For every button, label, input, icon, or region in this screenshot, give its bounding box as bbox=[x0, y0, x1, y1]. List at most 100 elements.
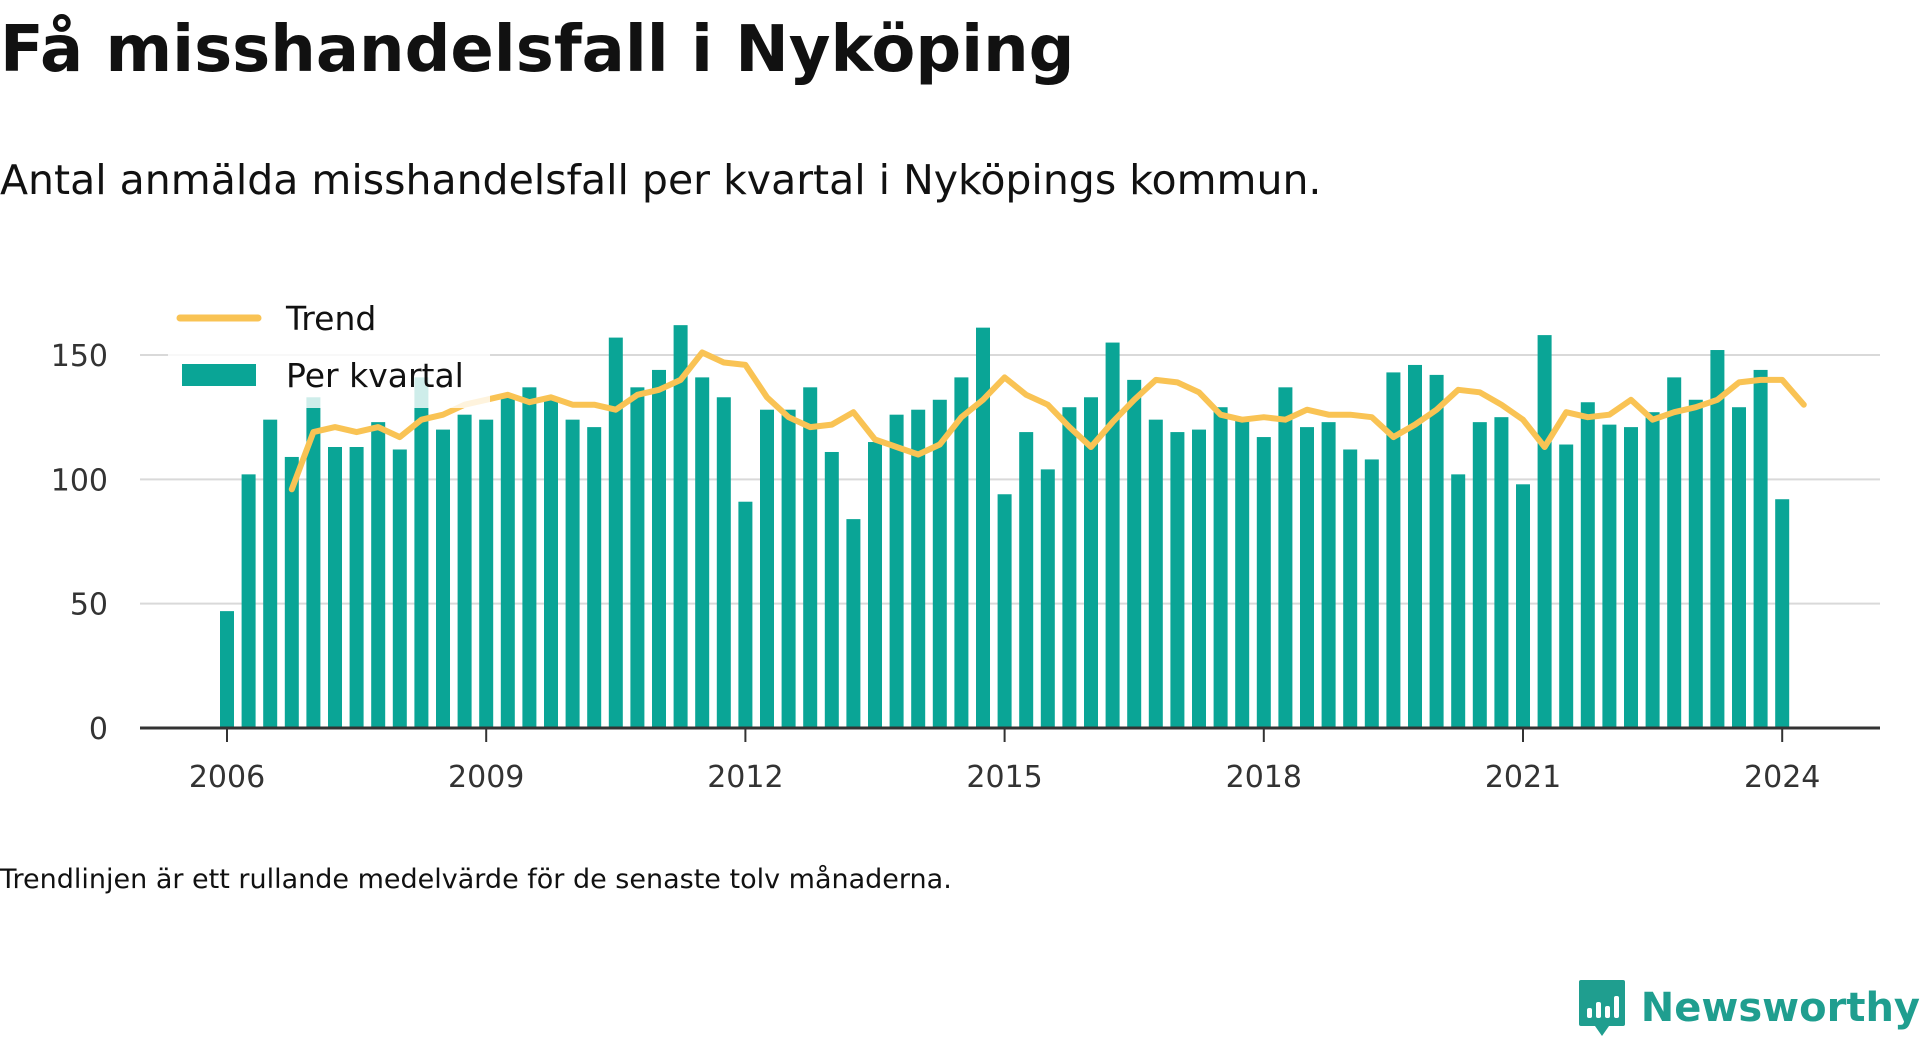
newsworthy-chart-bubble-icon bbox=[1578, 980, 1625, 1036]
bar-2021-q2 bbox=[1537, 335, 1552, 728]
bar-line-chart: 0 50 100 150 2006 2009 2012 2015 2018 2021 2024 Tr… bbox=[50, 288, 1880, 795]
bar-2009-q4 bbox=[544, 399, 558, 728]
bar-2021-q4 bbox=[1580, 402, 1595, 728]
bar-2008-q4 bbox=[457, 414, 472, 728]
legend: Trend Per kvartal bbox=[168, 288, 490, 408]
bar-2023-q1 bbox=[1688, 399, 1703, 728]
footnote: Trendlinjen är ett rullande medelvärde f… bbox=[0, 864, 952, 895]
bar-2014-q4 bbox=[976, 327, 990, 728]
bar-2022-q4 bbox=[1667, 377, 1682, 728]
legend-swatch-per-kvartal bbox=[182, 364, 256, 386]
bar-2024-q1 bbox=[1775, 499, 1790, 728]
axes: 0 50 100 150 2006 2009 2012 2015 2018 2021 2024 bbox=[51, 339, 1880, 795]
bar-2013-q3 bbox=[868, 442, 882, 728]
bar-2021-q3 bbox=[1559, 444, 1574, 728]
bar-2007-q4 bbox=[371, 422, 386, 728]
bar-2022-q1 bbox=[1602, 424, 1617, 728]
bar-2017-q2 bbox=[1192, 429, 1206, 728]
bar-2016-q2 bbox=[1105, 342, 1120, 728]
legend-label-per-kvartal: Per kvartal bbox=[286, 356, 464, 395]
bar-2012-q2 bbox=[760, 409, 774, 728]
y-tick-label: 100 bbox=[51, 463, 108, 498]
y-tick-label: 50 bbox=[70, 588, 108, 623]
x-tick-label: 2021 bbox=[1485, 760, 1561, 795]
trend-line bbox=[288, 349, 1807, 493]
bar-2013-q4 bbox=[889, 414, 904, 728]
bar-2019-q1 bbox=[1343, 449, 1358, 728]
y-tick-label: 0 bbox=[89, 712, 108, 747]
bar-2010-q1 bbox=[565, 419, 580, 728]
bar-2014-q3 bbox=[954, 377, 969, 728]
bar-2013-q1 bbox=[824, 451, 839, 728]
x-tick-label: 2012 bbox=[707, 760, 783, 795]
bar-2012-q3 bbox=[781, 409, 796, 728]
bar-2020-q3 bbox=[1472, 422, 1487, 728]
bar-2014-q1 bbox=[911, 409, 926, 728]
brand-name: Newsworthy bbox=[1640, 985, 1920, 1031]
bar-2018-q4 bbox=[1321, 422, 1336, 728]
bar-2016-q3 bbox=[1127, 379, 1142, 728]
bar-2008-q1 bbox=[392, 449, 407, 728]
bar-2006-q2 bbox=[241, 474, 256, 728]
chart-title: Få misshandelsfall i Nyköping bbox=[0, 13, 1075, 87]
chart-subtitle: Antal anmälda misshandelsfall per kvarta… bbox=[0, 156, 1322, 204]
legend-label-trend: Trend bbox=[285, 299, 376, 338]
bar-2007-q3 bbox=[349, 447, 364, 728]
bar-2008-q2 bbox=[414, 377, 429, 728]
bar-2011-q4 bbox=[716, 397, 731, 728]
bar-2023-q3 bbox=[1732, 407, 1746, 728]
bar-2008-q3 bbox=[436, 429, 450, 728]
x-tick-label: 2018 bbox=[1226, 760, 1302, 795]
bar-2017-q1 bbox=[1170, 432, 1185, 728]
brand-logo: Newsworthy bbox=[1577, 978, 1920, 1038]
bar-2006-q3 bbox=[263, 419, 278, 728]
bar-2021-q1 bbox=[1516, 484, 1530, 728]
x-tick-label: 2006 bbox=[189, 760, 265, 795]
bar-2020-q1 bbox=[1429, 374, 1444, 728]
bar-2011-q1 bbox=[652, 369, 666, 728]
bar-2017-q3 bbox=[1213, 407, 1228, 728]
legend-background bbox=[168, 288, 490, 408]
bar-2023-q4 bbox=[1753, 369, 1768, 728]
bar-2020-q2 bbox=[1451, 474, 1466, 728]
bar-2018-q2 bbox=[1278, 387, 1293, 728]
bar-2020-q4 bbox=[1494, 417, 1509, 728]
line-series-trend bbox=[288, 349, 1807, 493]
bar-2007-q1 bbox=[306, 397, 321, 728]
bar-2006-q1 bbox=[220, 611, 234, 728]
bar-2018-q3 bbox=[1300, 427, 1314, 728]
bar-2015-q3 bbox=[1040, 469, 1055, 728]
bar-2022-q2 bbox=[1624, 427, 1638, 728]
bar-2009-q2 bbox=[500, 397, 515, 728]
bar-series-per-kvartal bbox=[220, 325, 1790, 728]
bar-2019-q4 bbox=[1408, 364, 1422, 728]
bar-2012-q1 bbox=[738, 501, 753, 728]
bar-2014-q2 bbox=[932, 399, 947, 728]
bar-2011-q3 bbox=[695, 377, 710, 728]
bar-2010-q3 bbox=[608, 337, 623, 728]
bar-2006-q4 bbox=[284, 456, 299, 728]
bar-2023-q2 bbox=[1710, 350, 1725, 728]
bar-2022-q3 bbox=[1645, 412, 1660, 728]
bar-2018-q1 bbox=[1256, 437, 1271, 728]
bar-2016-q4 bbox=[1148, 419, 1163, 728]
bar-2012-q4 bbox=[803, 387, 818, 728]
bar-2010-q2 bbox=[587, 427, 602, 728]
x-tick-label: 2015 bbox=[966, 760, 1042, 795]
bar-2015-q4 bbox=[1062, 407, 1077, 728]
bar-2013-q2 bbox=[846, 519, 861, 728]
bar-2015-q2 bbox=[1019, 432, 1034, 728]
bar-2015-q1 bbox=[997, 494, 1012, 728]
x-tick-label: 2024 bbox=[1744, 760, 1820, 795]
bar-2019-q3 bbox=[1386, 372, 1401, 728]
bar-2010-q4 bbox=[630, 387, 645, 728]
bar-2009-q3 bbox=[522, 387, 537, 728]
bar-2007-q2 bbox=[328, 447, 342, 728]
y-tick-label: 150 bbox=[51, 339, 108, 374]
bar-2016-q1 bbox=[1084, 397, 1098, 728]
x-tick-label: 2009 bbox=[448, 760, 524, 795]
bar-2017-q4 bbox=[1235, 419, 1250, 728]
bar-2019-q2 bbox=[1364, 459, 1379, 728]
bar-2011-q2 bbox=[673, 325, 688, 728]
bar-2009-q1 bbox=[479, 419, 494, 728]
